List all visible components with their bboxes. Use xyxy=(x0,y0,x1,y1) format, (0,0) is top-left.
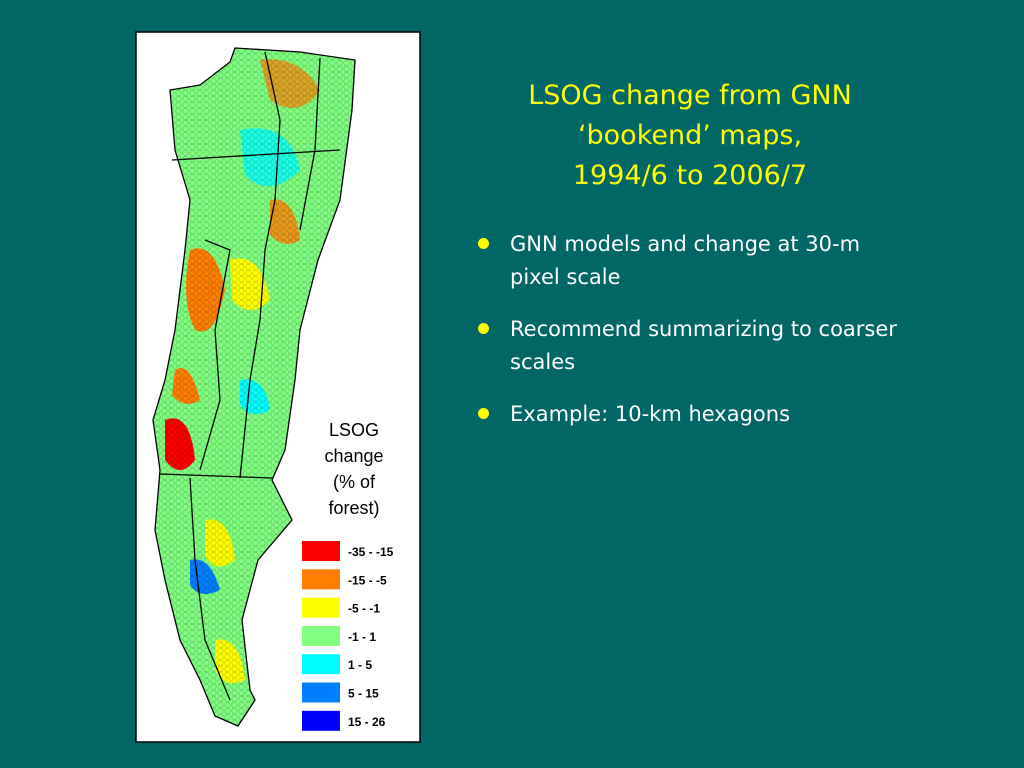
bullet-list: GNN models and change at 30-m pixel scal… xyxy=(472,228,942,450)
legend-label: -5 - -1 xyxy=(348,602,380,616)
legend-label: -35 - -15 xyxy=(348,545,394,559)
legend-title: LSOG change (% of forest) xyxy=(324,420,383,518)
legend-swatch xyxy=(302,625,340,646)
legend-title-line: (% of xyxy=(333,472,376,492)
legend-label: 5 - 15 xyxy=(348,687,379,701)
legend-swatch xyxy=(302,710,340,731)
legend: -35 - -15 -15 - -5 -5 - -1 -1 - 1 1 - 5 5 - 1… xyxy=(302,541,394,731)
slide-title: LSOG change from GNN ‘bookend’ maps, 1994/… xyxy=(470,76,910,196)
legend-label: -15 - -5 xyxy=(348,573,387,587)
bullet: GNN models and change at 30-m pixel scal… xyxy=(472,228,910,294)
legend-swatch xyxy=(302,654,340,675)
legend-label: 1 - 5 xyxy=(348,658,372,672)
legend-swatch xyxy=(302,541,340,561)
title-line: ‘bookend’ maps, xyxy=(577,120,803,151)
legend-swatch xyxy=(302,569,340,590)
region-boundaries xyxy=(152,47,356,727)
title-line: LSOG change from GNN xyxy=(528,80,852,111)
legend-swatch xyxy=(302,597,340,618)
legend-label: 15 - 26 xyxy=(348,715,386,729)
legend-swatch xyxy=(302,682,340,703)
legend-title-line: LSOG xyxy=(329,420,379,440)
legend-title-line: change xyxy=(324,446,383,466)
title-line: 1994/6 to 2006/7 xyxy=(572,160,808,191)
legend-title-line: forest) xyxy=(328,498,379,518)
legend-label: -1 - 1 xyxy=(348,630,376,644)
bullet: Recommend summarizing to coarser scales xyxy=(472,313,910,379)
bullet: Example: 10-km hexagons xyxy=(472,398,910,431)
